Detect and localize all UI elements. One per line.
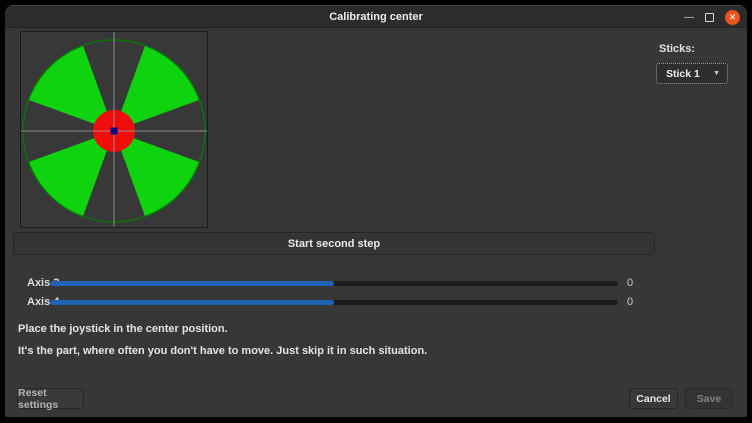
axis-4-slider[interactable] [50,300,618,305]
close-icon[interactable]: ✕ [725,10,740,25]
maximize-icon[interactable] [705,13,714,22]
titlebar[interactable]: Calibrating center — ✕ [5,5,747,28]
start-second-step-label: Start second step [287,237,381,250]
instruction-line-2: It's the part, where often you don't hav… [18,345,428,357]
axis-4-slider-fill [50,300,334,305]
axis-4-label: Axis 4 [27,296,60,308]
window-controls: — ✕ [684,6,740,29]
stick-position-marker [110,127,118,135]
instruction-line-1: Place the joystick in the center positio… [18,323,228,335]
joystick-calibration-display [20,31,208,228]
axis-4-row: Axis 4 0 [5,295,747,309]
axis-3-slider-fill [50,281,334,286]
stick-dropdown[interactable]: Stick 1 ▼ [656,63,728,84]
cancel-label: Cancel [636,392,671,405]
window-title: Calibrating center [329,10,423,23]
axis-3-label: Axis 3 [27,277,60,289]
sticks-label: Sticks: [659,43,696,55]
stick-dropdown-value: Stick 1 [666,67,700,80]
reset-settings-label: Reset settings [18,386,59,411]
start-second-step-button[interactable]: Start second step [13,232,655,255]
axis-3-row: Axis 3 0 [5,276,747,290]
cancel-button[interactable]: Cancel [629,388,678,409]
save-button[interactable]: Save [685,388,733,409]
axis-3-slider[interactable] [50,281,618,286]
save-label: Save [696,392,722,405]
minimize-icon[interactable]: — [684,11,694,23]
axis-4-value: 0 [627,296,634,308]
axis-3-value: 0 [627,277,634,289]
calibration-window: Calibrating center — ✕ Sticks: Stick 1 [5,5,747,417]
joystick-visualization [21,32,207,227]
chevron-down-icon: ▼ [713,70,720,77]
reset-settings-button[interactable]: Reset settings [17,386,84,411]
